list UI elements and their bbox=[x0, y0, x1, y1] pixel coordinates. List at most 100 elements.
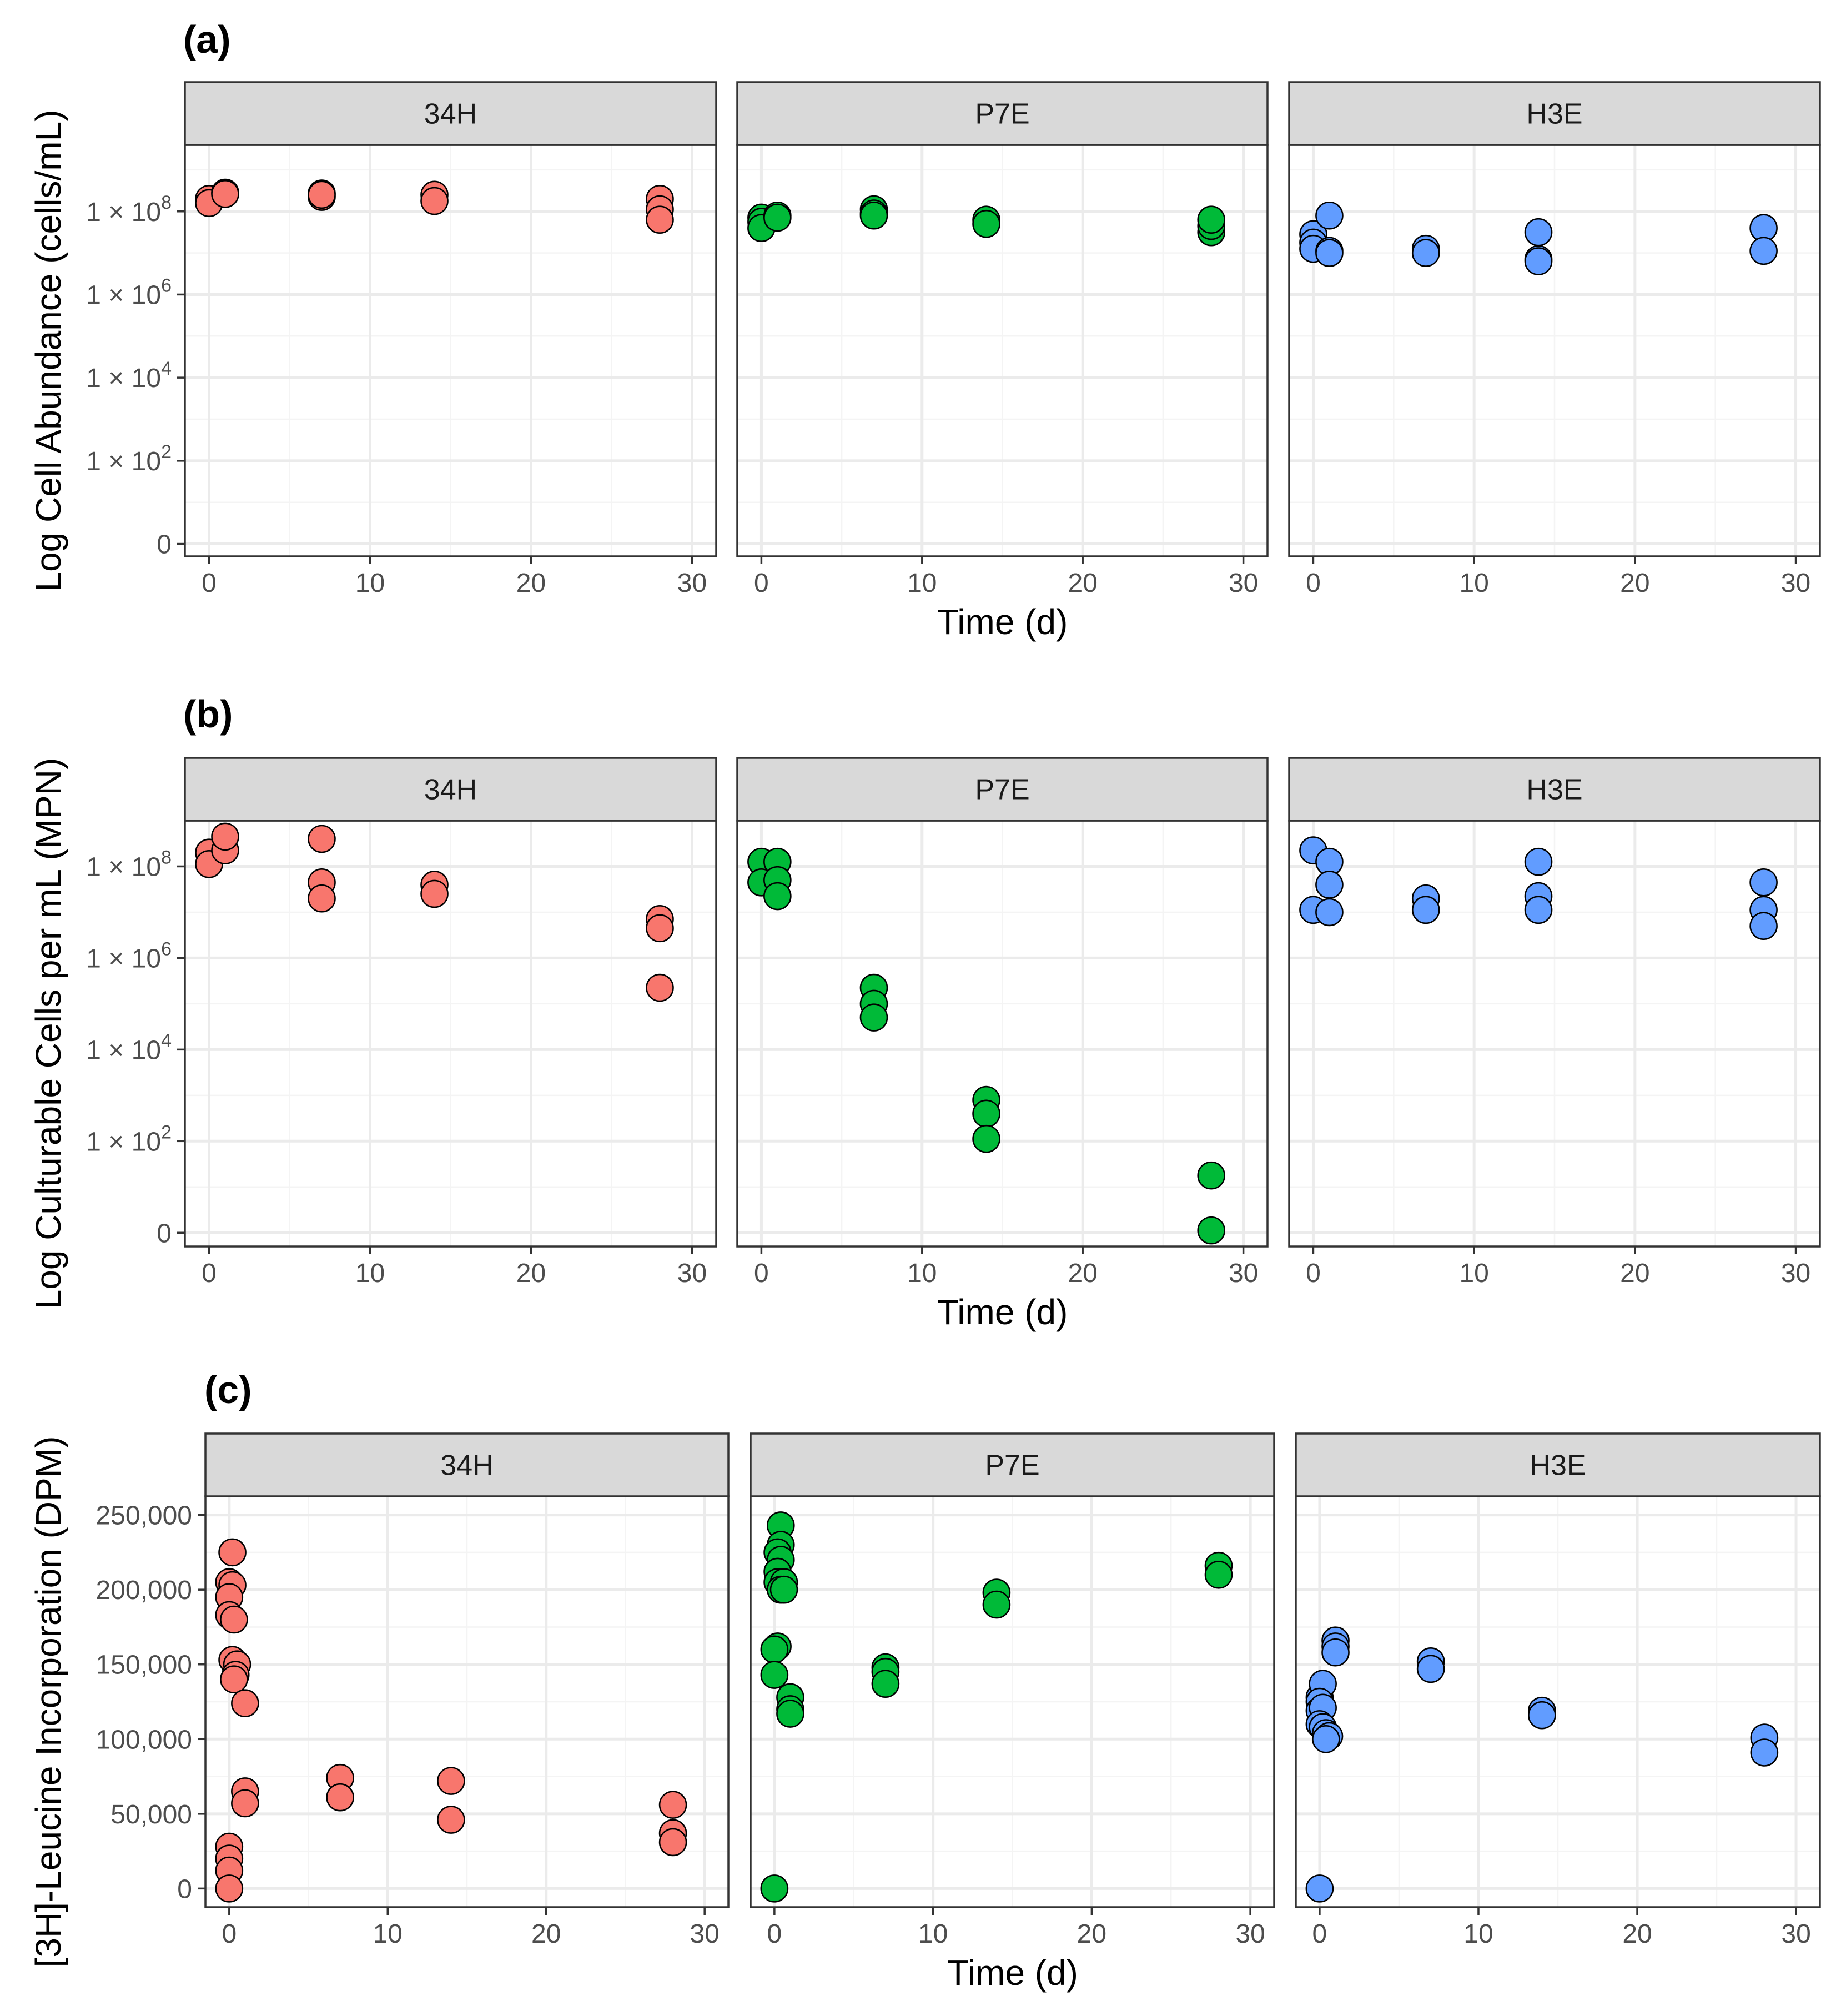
x-tick-label: 0 bbox=[1306, 1259, 1321, 1288]
data-point bbox=[859, 1003, 888, 1032]
data-point bbox=[1315, 201, 1344, 230]
facet-strip-label: H3E bbox=[1530, 1450, 1586, 1482]
y-axis-title: Log Cell Abundance (cells/mL) bbox=[28, 109, 68, 591]
y-tick-label: 1 × 106 bbox=[86, 275, 172, 310]
x-tick-label: 0 bbox=[754, 1259, 769, 1288]
x-tick-label: 20 bbox=[1622, 1919, 1652, 1949]
facet-strip bbox=[1288, 81, 1821, 146]
y-tick-label: 1 × 104 bbox=[86, 358, 172, 393]
x-axis-title: Time (d) bbox=[937, 1292, 1068, 1332]
data-point bbox=[1524, 247, 1553, 275]
data-point bbox=[420, 187, 449, 215]
x-tick-label: 30 bbox=[1781, 569, 1810, 598]
data-point bbox=[646, 205, 674, 234]
data-point bbox=[760, 1874, 789, 1903]
data-point bbox=[1411, 896, 1440, 924]
x-tick-label: 20 bbox=[1068, 1259, 1098, 1288]
data-point bbox=[1750, 1738, 1779, 1767]
x-tick-label: 30 bbox=[1781, 1259, 1810, 1288]
data-point bbox=[211, 822, 239, 851]
x-tick-label: 0 bbox=[754, 569, 769, 598]
y-tick-label: 0 bbox=[177, 1874, 192, 1904]
data-point bbox=[1524, 847, 1553, 876]
x-tick-label: 10 bbox=[1463, 1919, 1493, 1949]
x-tick-label: 20 bbox=[516, 569, 546, 598]
data-point bbox=[769, 1575, 798, 1604]
y-tick-label: 1 × 102 bbox=[86, 1122, 172, 1157]
x-tick-label: 20 bbox=[531, 1919, 561, 1949]
facet-strip-label: P7E bbox=[975, 774, 1029, 806]
x-tick-label: 10 bbox=[355, 1259, 385, 1288]
x-tick-label: 20 bbox=[1077, 1919, 1106, 1949]
facet-strip bbox=[750, 1432, 1275, 1497]
data-point bbox=[1197, 1216, 1226, 1245]
x-tick-label: 30 bbox=[1781, 1919, 1810, 1949]
data-point bbox=[308, 884, 336, 913]
x-tick-label: 10 bbox=[1459, 569, 1488, 598]
data-point bbox=[646, 973, 674, 1002]
x-tick-label: 0 bbox=[1306, 569, 1321, 598]
y-tick-label: 200,000 bbox=[95, 1576, 192, 1605]
data-point bbox=[1315, 871, 1344, 899]
data-point bbox=[658, 1828, 687, 1857]
y-tick-label: 1 × 108 bbox=[86, 192, 172, 227]
data-point bbox=[1749, 237, 1778, 265]
data-point bbox=[1305, 1874, 1334, 1903]
data-point bbox=[211, 180, 239, 208]
data-point bbox=[1197, 205, 1226, 234]
data-point bbox=[1315, 898, 1344, 927]
facet-strip bbox=[736, 81, 1269, 146]
x-tick-label: 0 bbox=[202, 569, 217, 598]
data-point bbox=[1524, 896, 1553, 924]
data-point bbox=[763, 882, 792, 911]
facet-strip-label: 34H bbox=[440, 1450, 493, 1482]
x-tick-label: 20 bbox=[1620, 1259, 1649, 1288]
data-point bbox=[1749, 912, 1778, 940]
x-tick-label: 10 bbox=[907, 1259, 937, 1288]
facet-strip-label: P7E bbox=[975, 98, 1029, 130]
chart-b: (b) Log Culturable Cells per mL (MPN) 34H 0… bbox=[28, 692, 1821, 1332]
data-point bbox=[437, 1806, 465, 1834]
panel-tag-label: (c) bbox=[204, 1368, 252, 1411]
data-point bbox=[437, 1767, 465, 1795]
facet-H3E: H3E 0 10 20 30 bbox=[1295, 1432, 1821, 1949]
data-point bbox=[646, 914, 674, 943]
data-point bbox=[972, 1124, 1000, 1153]
y-tick-label: 50,000 bbox=[110, 1800, 192, 1829]
data-point bbox=[215, 1874, 244, 1903]
x-tick-label: 0 bbox=[1312, 1919, 1327, 1949]
data-point bbox=[326, 1783, 354, 1812]
data-point bbox=[658, 1791, 687, 1819]
facet-34H: 34H 0 10 20 30 0 50,000 100,000 150,000 200,000 25… bbox=[95, 1432, 730, 1949]
data-point bbox=[308, 825, 336, 853]
data-point bbox=[1197, 1161, 1226, 1190]
facet-P7E: P7E 0 10 20 30 bbox=[736, 81, 1269, 598]
facet-strip-label: H3E bbox=[1526, 98, 1582, 130]
data-point bbox=[1315, 239, 1344, 267]
x-tick-label: 30 bbox=[1229, 569, 1258, 598]
data-point bbox=[1321, 1638, 1350, 1667]
y-tick-label: 250,000 bbox=[95, 1501, 192, 1531]
panel-tag-label: (a) bbox=[183, 18, 231, 61]
data-point bbox=[308, 180, 336, 209]
data-point bbox=[859, 201, 888, 230]
data-point bbox=[218, 1538, 247, 1567]
data-point bbox=[760, 1661, 789, 1689]
y-tick-label: 100,000 bbox=[95, 1725, 192, 1754]
data-point bbox=[231, 1689, 259, 1717]
data-point bbox=[1749, 868, 1778, 897]
facet-H3E: H3E 0 10 20 30 bbox=[1288, 757, 1821, 1288]
data-point bbox=[972, 209, 1000, 238]
x-tick-label: 20 bbox=[1620, 569, 1649, 598]
facet-strip-label: 34H bbox=[424, 774, 477, 806]
chart-a: (a) Log Cell Abundance (cells/mL) 34H 0 10 20… bbox=[28, 18, 1821, 642]
facet-strip bbox=[1295, 1432, 1821, 1497]
x-tick-label: 10 bbox=[907, 569, 937, 598]
y-axis-title: Log Culturable Cells per mL (MPN) bbox=[28, 758, 68, 1310]
data-point bbox=[972, 1099, 1000, 1128]
panel-tag-label: (b) bbox=[183, 692, 233, 736]
facet-strip bbox=[736, 757, 1269, 822]
chart-c: (c) [3H]-Leucine Incorporation (DPM) 34H 0 1… bbox=[28, 1368, 1821, 1993]
data-point bbox=[220, 1605, 248, 1634]
